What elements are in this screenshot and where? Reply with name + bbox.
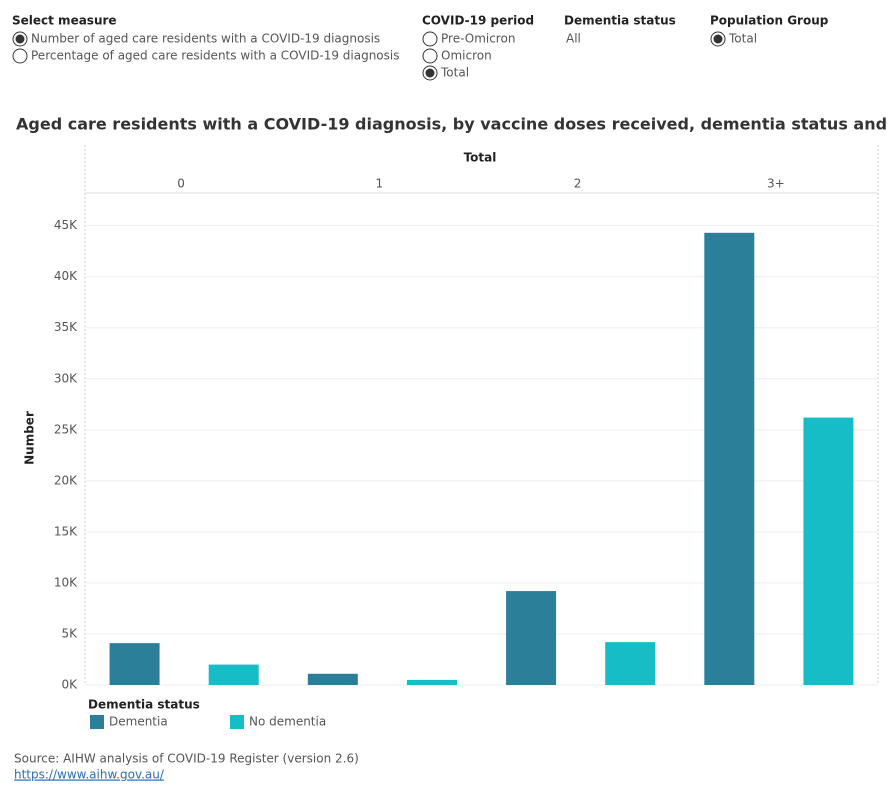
control-label: Dementia status — [564, 14, 676, 28]
source: Source: AIHW analysis of COVID-19 Regist… — [14, 752, 359, 766]
radio-label[interactable]: Pre-Omicron — [441, 32, 515, 46]
control-value[interactable]: All — [566, 32, 581, 46]
panel-header: Total — [464, 151, 497, 165]
bar — [109, 643, 160, 685]
x-tick-label: 1 — [376, 177, 384, 191]
link[interactable]: https://www.aihw.gov.au/ — [14, 768, 165, 782]
radio-dot[interactable] — [15, 34, 25, 44]
y-tick-label: 35K — [54, 320, 78, 334]
x-tick-label: 2 — [574, 177, 582, 191]
legend-label: Dementia — [109, 715, 168, 729]
chart-title: Aged care residents with a COVID-19 diag… — [16, 115, 890, 134]
bar — [208, 664, 259, 685]
control-label: Population Group — [710, 14, 829, 28]
radio-label[interactable]: Omicron — [441, 49, 492, 63]
y-tick-label: 25K — [54, 422, 78, 436]
legend-title: Dementia status — [88, 698, 200, 712]
radio-label[interactable]: Total — [440, 66, 469, 80]
y-tick-label: 15K — [54, 524, 78, 538]
radio-dot[interactable] — [425, 68, 435, 78]
radio-button[interactable] — [422, 48, 438, 64]
x-tick-label: 3+ — [767, 177, 785, 191]
radio-button[interactable] — [422, 31, 438, 47]
y-tick-label: 30K — [54, 371, 78, 385]
y-tick-label: 40K — [54, 269, 78, 283]
x-tick-label: 0 — [177, 177, 185, 191]
radio-label[interactable]: Number of aged care residents with a COV… — [31, 32, 380, 46]
y-tick-label: 0K — [61, 678, 78, 692]
radio-label[interactable]: Total — [728, 32, 757, 46]
y-tick-label: 5K — [61, 626, 78, 640]
control-label: COVID-19 period — [422, 14, 534, 28]
bar — [506, 591, 557, 685]
legend-swatch — [230, 715, 244, 729]
bar — [406, 679, 457, 685]
legend-label: No dementia — [249, 715, 326, 729]
control-label: Select measure — [12, 14, 117, 28]
bar — [803, 417, 854, 685]
y-tick-label: 20K — [54, 473, 78, 487]
radio-label[interactable]: Percentage of aged care residents with a… — [31, 49, 399, 63]
bar — [307, 673, 358, 685]
y-tick-label: 45K — [54, 218, 78, 232]
legend-swatch — [90, 715, 104, 729]
radio-dot[interactable] — [713, 34, 723, 44]
bar — [605, 642, 656, 685]
radio-button[interactable] — [12, 48, 28, 64]
y-axis-label: Number — [23, 411, 37, 465]
bar — [704, 232, 755, 685]
y-tick-label: 10K — [54, 575, 78, 589]
